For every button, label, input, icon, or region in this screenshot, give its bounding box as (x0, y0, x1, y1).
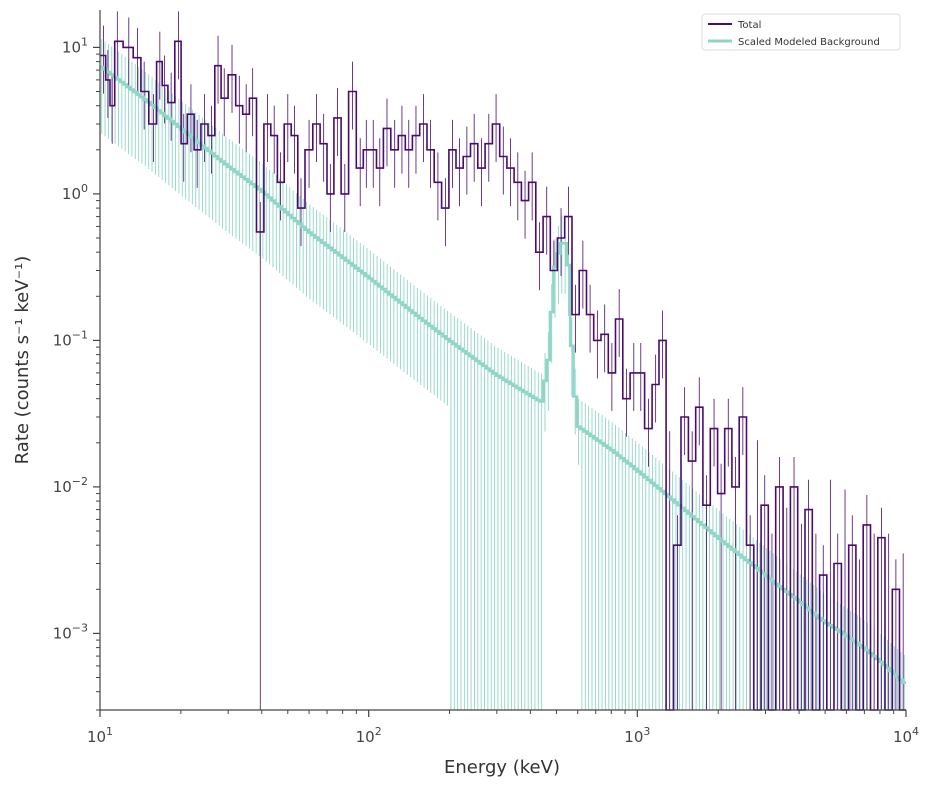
y-tick-label: 10−2 (53, 475, 88, 496)
x-tick-label: 101 (87, 725, 113, 746)
legend-label-total: Total (737, 20, 761, 31)
error-bars (101, 11, 905, 710)
y-tick-label: 100 (62, 182, 88, 203)
background-step-line (100, 65, 906, 684)
y-tick-label: 101 (62, 35, 88, 56)
y-axis-title: Rate (counts s⁻¹ keV⁻¹) (12, 256, 33, 465)
series-lines (100, 40, 906, 711)
axes (93, 10, 907, 717)
y-tick-label: 10−1 (53, 328, 88, 349)
legend-box (701, 13, 901, 51)
legend: Total Scaled Modeled Background (701, 13, 901, 51)
total-step-line (100, 40, 906, 711)
x-axis-title: Energy (keV) (444, 757, 560, 778)
y-tick-label: 10−3 (53, 621, 88, 642)
legend-label-background: Scaled Modeled Background (738, 37, 880, 48)
x-tick-label: 104 (893, 725, 919, 746)
tick-labels: 101 102 103 104 101 100 10−1 10−2 10−3 (53, 35, 919, 746)
x-tick-label: 102 (356, 725, 382, 746)
x-tick-label: 103 (624, 725, 650, 746)
